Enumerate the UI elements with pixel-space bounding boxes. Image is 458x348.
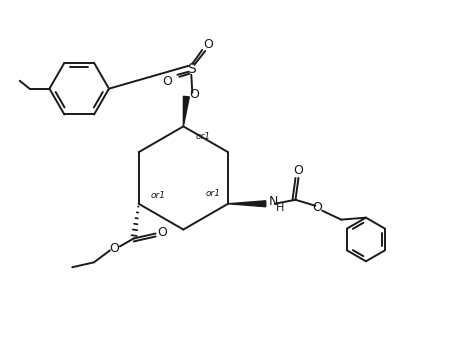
Text: O: O <box>189 88 199 101</box>
Text: O: O <box>109 242 119 255</box>
Text: O: O <box>294 164 303 176</box>
Text: H: H <box>276 203 284 213</box>
Text: or1: or1 <box>205 189 220 198</box>
Polygon shape <box>228 201 266 207</box>
Text: O: O <box>163 75 172 88</box>
Text: S: S <box>187 62 196 76</box>
Text: O: O <box>312 201 322 214</box>
Text: O: O <box>158 226 168 239</box>
Text: or1: or1 <box>195 132 210 141</box>
Text: O: O <box>203 38 213 50</box>
Text: N: N <box>269 195 278 208</box>
Polygon shape <box>183 96 189 126</box>
Text: or1: or1 <box>151 191 166 200</box>
